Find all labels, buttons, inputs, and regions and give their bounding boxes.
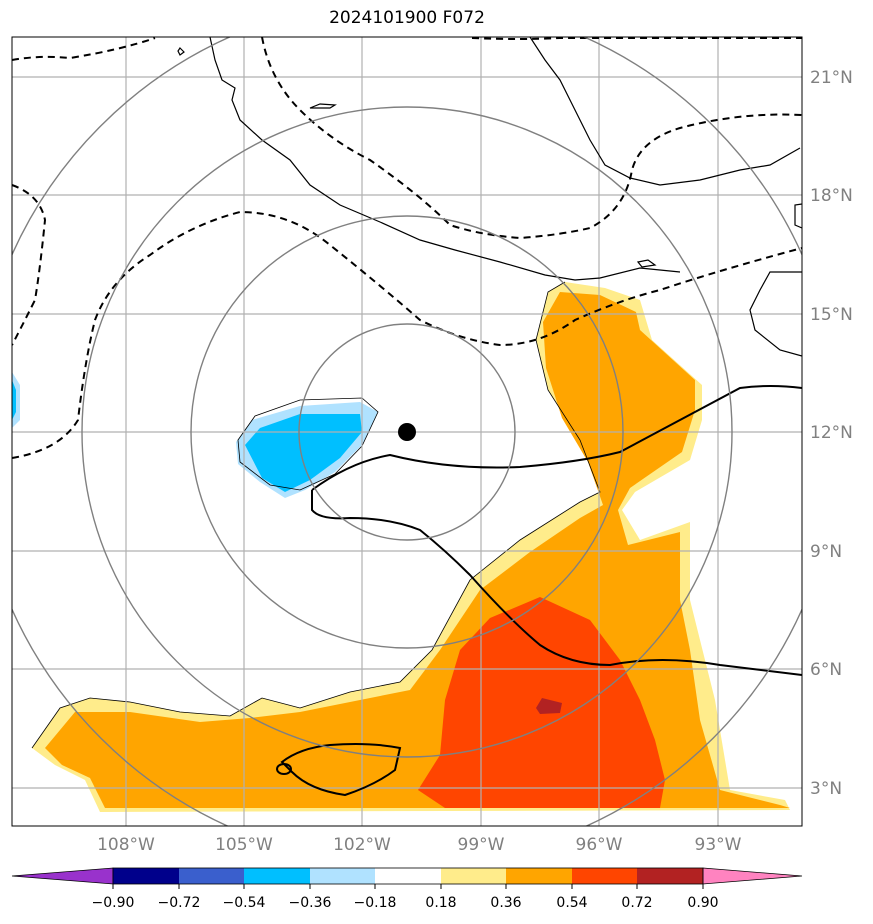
lat-label: 18°N	[810, 186, 853, 206]
lat-label: 3°N	[810, 779, 842, 799]
colorbar-extend-high	[702, 867, 803, 885]
storm-center-marker	[398, 423, 416, 441]
positive-anomaly-region	[32, 282, 790, 812]
dashed-contours	[12, 37, 802, 459]
lat-label: 15°N	[810, 305, 853, 325]
map-panel	[11, 36, 803, 827]
lat-label: 21°N	[810, 68, 853, 88]
colorbar-segment	[310, 868, 375, 884]
colorbar-segment	[572, 868, 637, 884]
colorbar-segment	[637, 868, 703, 884]
lon-label: 93°W	[695, 835, 742, 855]
colorbar-tick-label: −0.18	[354, 895, 397, 911]
range-rings	[12, 37, 802, 826]
colorbar-segment	[244, 868, 310, 884]
colorbar-segment	[375, 868, 441, 884]
lat-label: 9°N	[810, 542, 842, 562]
lon-label: 108°W	[97, 835, 155, 855]
map-title: 2024101900 F072	[329, 8, 485, 28]
colorbar-extend-low	[11, 867, 114, 885]
colorbar-segment	[179, 868, 244, 884]
lon-label: 105°W	[215, 835, 273, 855]
coastline	[177, 37, 802, 357]
colorbar-tick-label: 0.90	[687, 895, 718, 911]
lon-label: 102°W	[333, 835, 391, 855]
negative-anomaly-region	[12, 372, 378, 498]
lat-label: 12°N	[810, 423, 853, 443]
graticule	[12, 37, 802, 826]
colorbar-segment	[113, 868, 179, 884]
colorbar-tick-label: −0.90	[92, 895, 135, 911]
colorbar-tick-label: −0.54	[223, 895, 266, 911]
colorbar-tick-label: 0.36	[490, 895, 521, 911]
lon-label: 99°W	[458, 835, 505, 855]
colorbar: −0.90 −0.72 −0.54 −0.36 −0.18 0.18 0.36 …	[11, 867, 803, 911]
solid-contours	[276, 385, 802, 797]
colorbar-tick-label: 0.54	[556, 895, 587, 911]
lat-label: 6°N	[810, 660, 842, 680]
map-frame	[11, 36, 803, 827]
colorbar-tick-label: 0.18	[425, 895, 456, 911]
colorbar-tick-label: 0.72	[621, 895, 652, 911]
lon-label: 96°W	[576, 835, 623, 855]
colorbar-segment	[441, 868, 506, 884]
colorbar-segment	[506, 868, 572, 884]
colorbar-tick-label: −0.72	[158, 895, 201, 911]
longitude-labels: 108°W 105°W 102°W 99°W 96°W 93°W	[97, 835, 742, 855]
latitude-labels: 21°N 18°N 15°N 12°N 9°N 6°N 3°N	[810, 68, 853, 799]
colorbar-tick-label: −0.36	[289, 895, 332, 911]
